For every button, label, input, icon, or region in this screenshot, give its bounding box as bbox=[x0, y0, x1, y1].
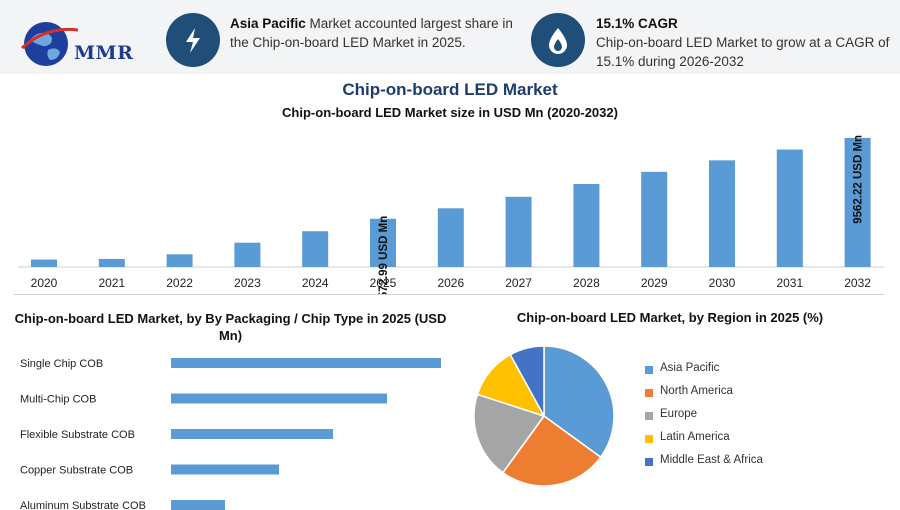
x-tick-label: 2032 bbox=[844, 276, 871, 290]
lightning-icon bbox=[166, 13, 220, 67]
category-label: Multi-Chip COB bbox=[20, 394, 96, 406]
bar-2021 bbox=[98, 258, 125, 267]
card-asia-pacific: Asia Pacific Market accounted largest sh… bbox=[230, 14, 520, 52]
card2-bold: 15.1% CAGR bbox=[596, 16, 678, 31]
legend-label: Europe bbox=[660, 408, 698, 420]
legend-label: Asia Pacific bbox=[660, 362, 720, 374]
category-label: Copper Substrate COB bbox=[20, 465, 133, 477]
bar-2032 bbox=[844, 137, 871, 267]
legend-label: Latin America bbox=[660, 431, 730, 443]
category-label: Flexible Substrate COB bbox=[20, 429, 135, 441]
legend-swatch bbox=[645, 412, 653, 420]
legend-label: Middle East & Africa bbox=[660, 454, 763, 466]
card2-text: Chip-on-board LED Market to grow at a CA… bbox=[596, 35, 890, 69]
category-label: Aluminum Substrate COB bbox=[20, 500, 146, 510]
region-pie-chart bbox=[473, 345, 615, 487]
legend-swatch bbox=[645, 366, 653, 374]
bar-2025 bbox=[370, 218, 396, 267]
bar-2031 bbox=[776, 149, 803, 267]
divider bbox=[14, 294, 884, 295]
packaging-bar-chart: Single Chip COB Multi-Chip COB Flexible Su… bbox=[20, 358, 441, 510]
x-tick-label: 2028 bbox=[573, 276, 600, 290]
legend-swatch bbox=[645, 458, 653, 466]
x-tick-label: 2023 bbox=[234, 276, 261, 290]
x-tick-label: 2022 bbox=[166, 276, 193, 290]
mmr-logo: MMR bbox=[18, 14, 138, 70]
x-tick-label: 2027 bbox=[505, 276, 532, 290]
globe-icon bbox=[20, 22, 79, 66]
bar-2020 bbox=[31, 259, 57, 267]
header-banner: MMR Asia Pacific Market accounted larges… bbox=[0, 0, 900, 74]
legend-label: North America bbox=[660, 385, 733, 397]
bar-2022 bbox=[166, 254, 193, 267]
bar-2024 bbox=[302, 231, 329, 267]
hbar-aluminum-substrate-cob bbox=[171, 500, 225, 510]
x-tick-label: 2024 bbox=[302, 276, 329, 290]
hbar-multi-chip-cob bbox=[171, 393, 387, 404]
bar-2029 bbox=[641, 171, 668, 267]
hbar-single-chip-cob bbox=[171, 358, 441, 368]
bar-2028 bbox=[573, 183, 600, 267]
legend-swatch bbox=[645, 389, 653, 397]
pie-slice-asia-pacific bbox=[543, 345, 615, 459]
hbar-copper-substrate-cob bbox=[171, 464, 279, 475]
x-tick-label: 2025 bbox=[370, 276, 397, 290]
x-tick-label: 2026 bbox=[437, 276, 464, 290]
hbar-flexible-substrate-cob bbox=[171, 429, 333, 439]
bar-2027 bbox=[505, 196, 532, 267]
legend-swatch bbox=[645, 435, 653, 443]
x-tick-label: 2031 bbox=[776, 276, 803, 290]
data-label-2032: 9562.22 USD Mn bbox=[853, 135, 865, 224]
x-tick-label: 2030 bbox=[709, 276, 736, 290]
pie-slice-north-america bbox=[501, 414, 602, 487]
bar-2026 bbox=[437, 208, 464, 267]
card-cagr: 15.1% CAGR Chip-on-board LED Market to gr… bbox=[596, 14, 891, 71]
x-tick-label: 2029 bbox=[641, 276, 668, 290]
card1-text: Market accounted largest share in the Ch… bbox=[230, 16, 513, 50]
x-tick-label: 2021 bbox=[98, 276, 125, 290]
main-title: Chip-on-board LED Market bbox=[342, 80, 558, 99]
category-label: Single Chip COB bbox=[20, 358, 103, 370]
packaging-chart-title: Chip-on-board LED Market, by By Packagin… bbox=[14, 311, 447, 343]
data-label-2025: 3572.99 USD Mn bbox=[378, 216, 390, 295]
region-chart-title: Chip-on-board LED Market, by Region in 2… bbox=[516, 310, 824, 325]
logo-text: MMR bbox=[74, 42, 134, 64]
card1-bold: Asia Pacific bbox=[230, 16, 306, 31]
pie-slice-middle-east-africa bbox=[509, 345, 545, 417]
flame-drop-icon bbox=[531, 13, 585, 67]
bar-2030 bbox=[709, 160, 735, 267]
x-tick-label: 2020 bbox=[31, 276, 58, 290]
bar-2023 bbox=[234, 242, 261, 267]
pie-slice-europe bbox=[473, 393, 546, 474]
sub-title: Chip-on-board LED Market size in USD Mn … bbox=[282, 105, 618, 120]
